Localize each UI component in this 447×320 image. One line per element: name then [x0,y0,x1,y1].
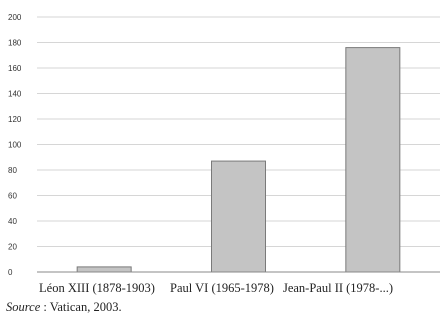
y-tick-label: 120 [8,115,22,124]
source-prefix: Source [6,300,41,314]
y-tick-label: 20 [8,243,17,252]
x-tick-label: Léon XIII (1878-1903) [39,281,155,295]
y-tick-label: 180 [8,39,22,48]
gridlines [37,16,440,247]
x-axis-labels: Léon XIII (1878-1903) Paul VI (1965-1978)… [39,281,393,295]
bar-3 [345,47,401,273]
y-tick-label: 200 [8,13,22,22]
y-tick-label: 0 [8,268,13,277]
bar-2 [211,160,266,273]
y-tick-label: 80 [8,166,17,175]
x-tick-label: Jean-Paul II (1978-...) [283,281,393,295]
bars [76,47,401,273]
bar-1 [76,266,132,273]
y-tick-label: 140 [8,90,22,99]
y-tick-label: 40 [8,217,17,226]
y-axis-ticks: 0 20 40 60 80 100 120 140 160 180 200 [8,13,22,277]
source-text: : Vatican, 2003. [40,300,122,314]
y-tick-label: 100 [8,141,22,150]
source-note: Source : Vatican, 2003. [6,300,122,315]
y-tick-label: 160 [8,64,22,73]
y-tick-label: 60 [8,192,17,201]
x-tick-label: Paul VI (1965-1978) [170,281,274,295]
